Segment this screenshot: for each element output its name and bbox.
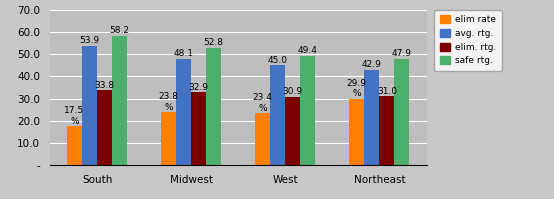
Text: 58.2: 58.2 — [110, 26, 130, 35]
Text: 53.9: 53.9 — [80, 36, 100, 45]
Text: 45.0: 45.0 — [268, 56, 288, 65]
Text: 48.1: 48.1 — [173, 49, 194, 58]
Bar — [349, 99, 365, 165]
Text: 42.9: 42.9 — [362, 60, 382, 69]
Text: 47.9: 47.9 — [392, 49, 412, 58]
Text: 30.9: 30.9 — [283, 87, 303, 96]
Text: 33.8: 33.8 — [95, 81, 115, 90]
Bar — [191, 92, 206, 165]
Bar — [67, 126, 82, 165]
Text: 49.4: 49.4 — [298, 46, 318, 55]
Legend: elim rate, avg. rtg., elim. rtg., safe rtg.: elim rate, avg. rtg., elim. rtg., safe r… — [434, 10, 502, 71]
Text: 17.5
%: 17.5 % — [64, 106, 85, 126]
Bar — [97, 90, 112, 165]
Bar — [255, 113, 270, 165]
Bar — [300, 56, 315, 165]
Bar — [161, 112, 176, 165]
Text: 29.9
%: 29.9 % — [347, 79, 367, 98]
Bar — [176, 59, 191, 165]
Text: 23.8
%: 23.8 % — [158, 92, 178, 112]
Bar — [379, 97, 394, 165]
Bar — [206, 48, 221, 165]
Text: 23.4
%: 23.4 % — [253, 93, 273, 113]
Text: 32.9: 32.9 — [189, 83, 209, 92]
Bar — [285, 97, 300, 165]
Bar — [394, 59, 409, 165]
Bar — [112, 36, 127, 165]
Bar — [365, 70, 379, 165]
Bar — [270, 65, 285, 165]
Text: 31.0: 31.0 — [377, 87, 397, 96]
Bar — [82, 46, 97, 165]
Text: 52.8: 52.8 — [204, 38, 224, 47]
